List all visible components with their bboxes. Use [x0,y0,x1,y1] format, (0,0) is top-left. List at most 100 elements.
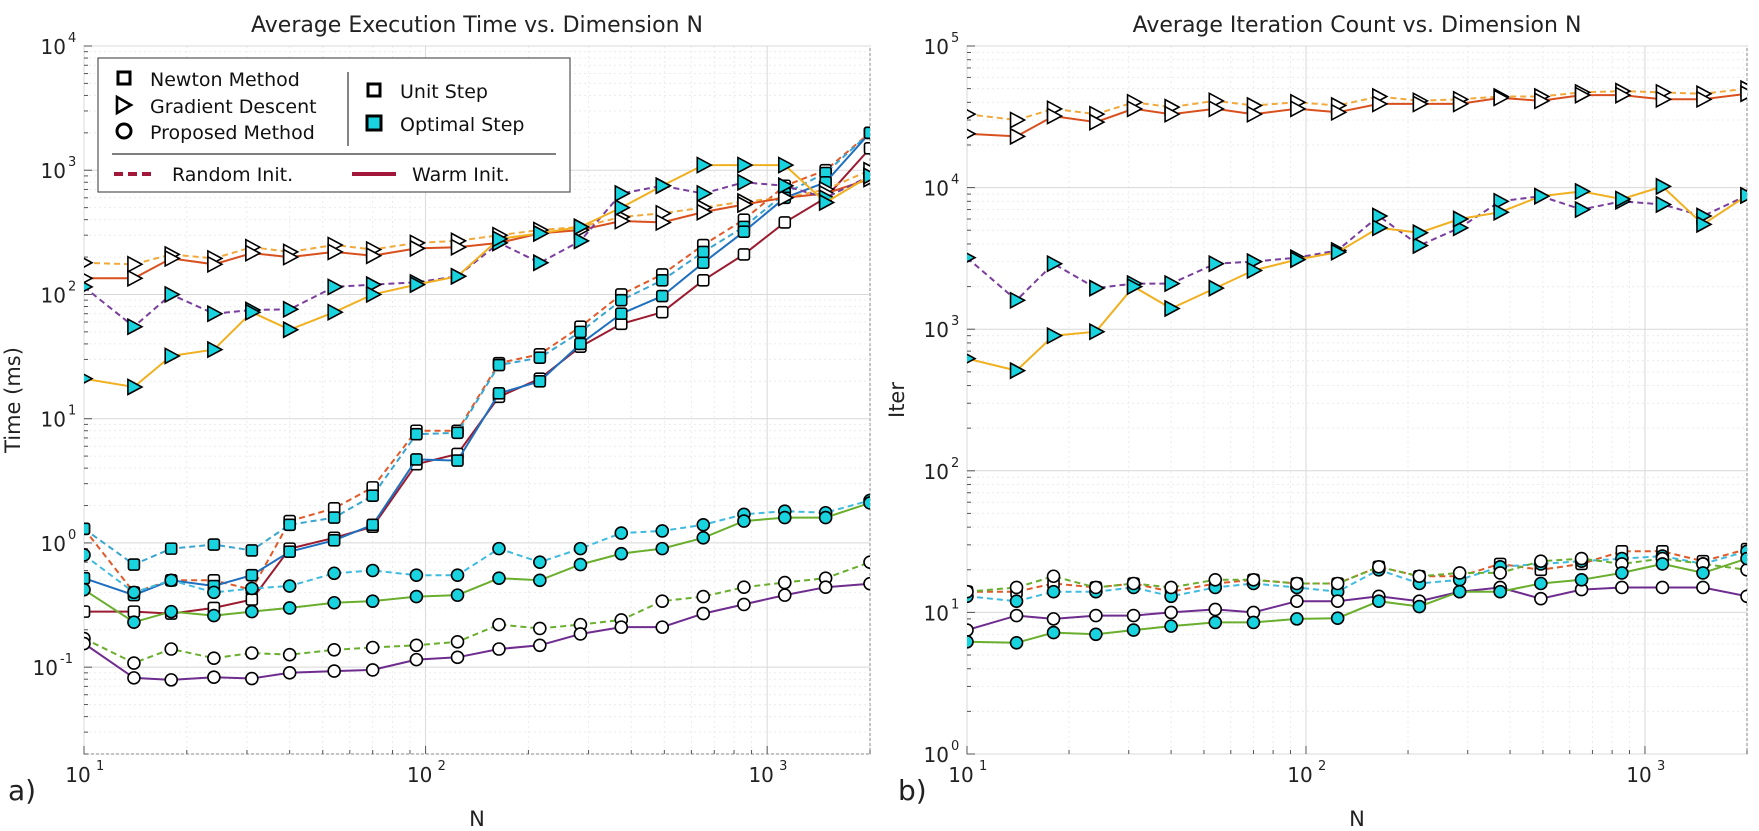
data-point-triangle [1655,177,1673,196]
panel-b-label: b) [898,774,927,807]
data-point-triangle [737,173,754,192]
data-point-circle [1740,589,1747,604]
data-point-circle [84,582,91,597]
data-point-triangle [127,317,144,336]
data-point-circle [84,548,91,562]
data-point-triangle [1046,107,1064,125]
legend-step-unit: Unit Step [400,81,488,103]
data-point-circle [1164,605,1178,620]
data-point-square [283,518,296,532]
data-point-circle [327,642,341,657]
data-point-circle [737,597,751,612]
data-point-circle [450,568,465,582]
data-point-circle [655,620,670,634]
data-point-triangle [573,218,591,236]
data-point-circle [207,651,221,666]
y-tick-label: 10 [33,656,58,680]
data-point-square [245,544,259,557]
panel-a-ticks: 10 1 10 2 10 310 -110 010 110 210 310 4 [33,31,871,787]
data-point-circle [696,517,711,532]
data-point-circle [614,526,629,540]
y-tick-exponent: 5 [951,31,959,46]
data-point-circle [492,571,506,586]
data-point-triangle [967,128,977,139]
panel-b-chart: 10 1 10 2 10 310 010 110 210 310 410 5 Average Iter… [885,13,1748,831]
data-point-circle [1290,612,1304,626]
series-b-8 [967,551,1747,650]
data-point-triangle [282,320,300,339]
data-point-circle [1089,580,1103,595]
data-point-triangle [282,248,300,266]
data-point-triangle [614,212,631,230]
data-point-circle [967,584,974,599]
series-line [84,132,870,594]
data-point-circle [245,581,259,596]
data-point-circle [573,557,588,572]
data-point-triangle [1246,105,1264,124]
data-point-circle [1126,608,1141,623]
data-point-circle [1126,623,1141,637]
data-point-circle [245,646,259,660]
data-point-circle [127,615,141,630]
data-point-circle [1330,576,1345,591]
series-line [84,132,870,597]
data-point-triangle [1412,95,1430,113]
data-point-circle [1574,551,1589,566]
y-tick-label: 10 [924,35,949,59]
data-point-circle [164,573,178,588]
y-tick-label: 10 [924,177,949,201]
data-point-circle [450,635,465,649]
data-point-triangle [409,239,427,258]
data-point-triangle [1740,84,1747,103]
legend-triangle-icon [115,94,134,116]
data-point-triangle [84,273,94,284]
data-point-triangle [696,156,713,174]
data-point-square [863,126,870,140]
data-point-circle [1009,635,1024,650]
data-point-triangle [207,255,224,274]
data-point-circle [1290,576,1304,591]
data-point-circle [365,563,380,578]
data-point-square [327,511,341,524]
data-point-circle [1452,584,1467,599]
y-tick-label: 10 [924,460,949,484]
data-point-triangle [1412,236,1430,255]
data-point-circle [409,652,424,667]
data-point-circle [533,555,547,569]
data-point-triangle [1164,299,1181,318]
data-point-triangle [1126,277,1144,296]
x-tick-exponent: 3 [1657,759,1665,774]
series-b-3 [967,177,1747,380]
data-point-circle [1615,580,1629,595]
data-point-triangle [1089,113,1106,131]
data-point-circle [1208,572,1223,587]
data-point-circle [967,634,974,649]
data-point-triangle [1655,90,1673,109]
data-point-square [207,538,221,551]
legend-init-random: Random Init. [172,164,293,186]
data-point-triangle [245,303,262,322]
panel-b-grid [966,45,1748,755]
data-point-square [655,305,669,319]
data-point-triangle [1412,223,1430,242]
data-point-circle [1372,559,1386,574]
data-point-triangle [409,275,427,294]
data-point-circle [863,496,870,510]
panel-a-xlabel: N [469,807,485,831]
data-point-triangle [1452,95,1470,113]
data-point-triangle [1655,195,1673,214]
data-point-circle [655,524,670,538]
data-point-triangle [696,184,713,203]
data-point-square [574,325,587,339]
data-point-square [492,358,506,372]
data-point-square [492,387,506,400]
legend-square-icon [116,70,132,86]
series-line [967,548,1747,593]
data-point-circle [533,638,547,653]
data-point-circle [737,514,751,528]
data-point-circle [365,640,380,655]
data-point-triangle [614,198,631,217]
x-tick-label: 10 [1287,763,1312,787]
data-point-triangle [127,378,144,396]
